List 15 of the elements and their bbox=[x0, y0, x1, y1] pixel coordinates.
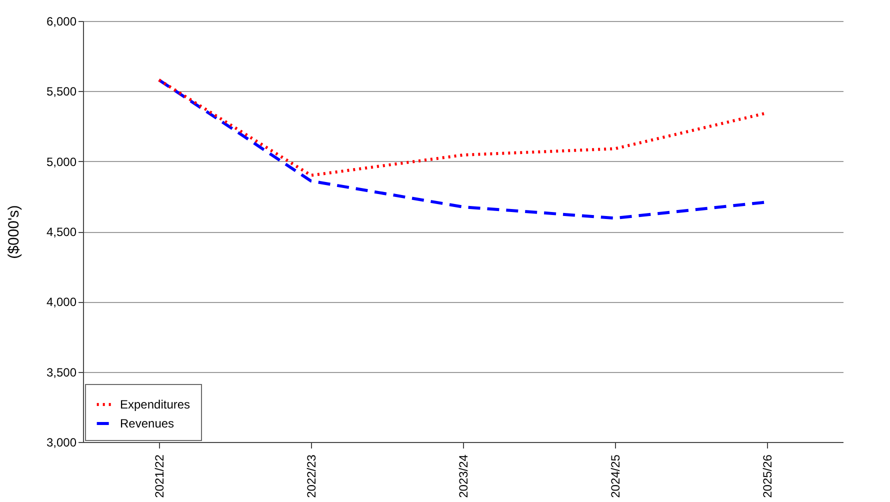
y-tick-label: 5,500 bbox=[46, 84, 77, 99]
legend-label: Expenditures bbox=[120, 398, 190, 412]
x-tick-label: 2024/25 bbox=[608, 454, 622, 498]
y-tick-label: 4,500 bbox=[46, 225, 77, 239]
y-tick-label: 4,000 bbox=[46, 295, 77, 310]
x-tick-label: 2025/26 bbox=[760, 454, 774, 498]
y-tick-label: 3,000 bbox=[46, 436, 77, 450]
y-tick-label: 6,000 bbox=[46, 14, 77, 28]
x-tick-label: 2023/24 bbox=[456, 454, 470, 498]
x-tick-label: 2022/23 bbox=[304, 454, 318, 498]
legend-label: Revenues bbox=[120, 416, 174, 430]
x-tick-label: 2021/22 bbox=[152, 454, 166, 498]
y-tick-label: 5,000 bbox=[46, 154, 77, 169]
y-tick-label: 3,500 bbox=[46, 365, 77, 380]
y-axis-title: ($000's) bbox=[5, 205, 22, 259]
